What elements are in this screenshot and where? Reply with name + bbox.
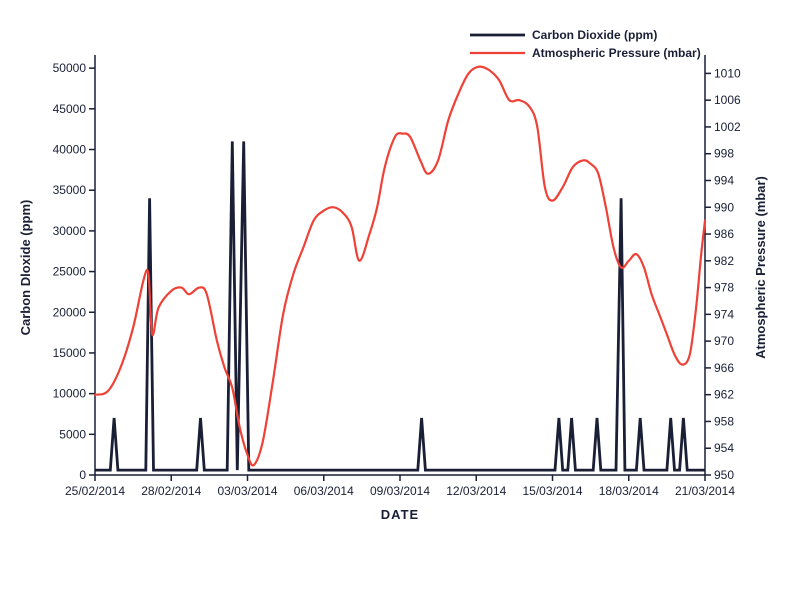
y-right-tick: 966: [714, 361, 734, 375]
y-right-tick: 950: [714, 468, 734, 482]
y-right-tick: 990: [714, 200, 734, 214]
x-tick: 15/03/2014: [522, 484, 582, 498]
y-left-tick: 35000: [53, 183, 87, 197]
y-right-tick: 962: [714, 388, 734, 402]
y-right-tick: 986: [714, 227, 734, 241]
y-right-tick: 978: [714, 281, 734, 295]
y-right-tick: 1002: [714, 120, 741, 134]
y-right-axis-label: Atmospheric Pressure (mbar): [753, 176, 768, 359]
y-right-tick: 998: [714, 147, 734, 161]
x-tick: 28/02/2014: [141, 484, 201, 498]
y-left-tick: 50000: [53, 61, 87, 75]
y-left-tick: 30000: [53, 224, 87, 238]
y-left-tick: 25000: [53, 265, 87, 279]
y-right-tick: 958: [714, 414, 734, 428]
x-axis-label: DATE: [381, 507, 419, 522]
y-left-tick: 15000: [53, 346, 87, 360]
x-tick: 21/03/2014: [675, 484, 735, 498]
y-right-tick: 1006: [714, 93, 741, 107]
y-left-tick: 5000: [59, 427, 86, 441]
x-tick: 06/03/2014: [294, 484, 354, 498]
y-left-axis-label: Carbon Dloxide (ppm): [18, 200, 33, 336]
y-right-tick: 970: [714, 334, 734, 348]
x-tick: 03/03/2014: [217, 484, 277, 498]
x-tick: 12/03/2014: [446, 484, 506, 498]
y-left-tick: 10000: [53, 387, 87, 401]
y-right-tick: 982: [714, 254, 734, 268]
x-tick: 18/03/2014: [599, 484, 659, 498]
y-right-tick: 974: [714, 307, 734, 321]
y-left-tick: 40000: [53, 143, 87, 157]
chart-container: 0 5000 10000 15000 20000 25000 30000 35000 40000…: [0, 0, 800, 600]
y-right-tick: 1010: [714, 66, 741, 80]
y-right-tick: 994: [714, 173, 734, 187]
x-tick: 25/02/2014: [65, 484, 125, 498]
x-tick: 09/03/2014: [370, 484, 430, 498]
y-left-tick: 20000: [53, 305, 87, 319]
chart-svg: 0 5000 10000 15000 20000 25000 30000 35000 40000…: [0, 0, 800, 600]
legend-label: Atmospheric Pressure (mbar): [532, 46, 701, 60]
y-left-tick: 45000: [53, 102, 87, 116]
y-left-tick: 0: [79, 468, 86, 482]
legend-label: Carbon Dioxide (ppm): [532, 28, 657, 42]
y-right-tick: 954: [714, 441, 734, 455]
